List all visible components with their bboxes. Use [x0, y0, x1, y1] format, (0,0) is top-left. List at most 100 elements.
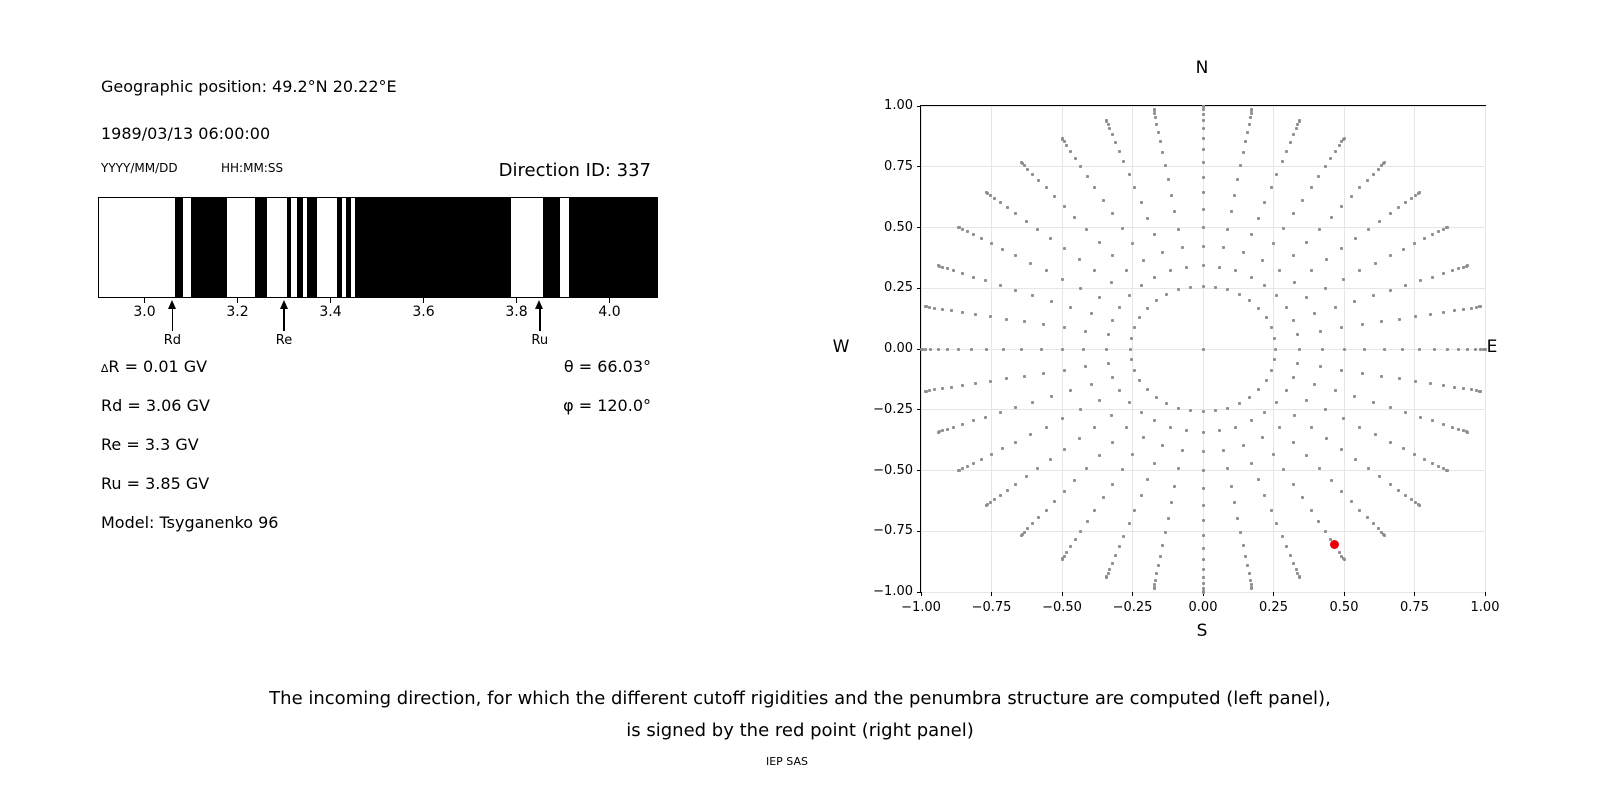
penumbra-band	[354, 198, 511, 297]
direction-dot	[1177, 227, 1180, 231]
direction-dot	[1173, 484, 1177, 488]
direction-dot	[1288, 554, 1292, 558]
direction-dot	[1170, 193, 1174, 197]
arrow-label: Ru	[531, 333, 549, 348]
direction-dot	[1110, 440, 1114, 444]
phi-row: φ = 120.0°	[563, 396, 651, 415]
compass-south-label: S	[1196, 621, 1208, 641]
direction-dot	[1413, 242, 1416, 246]
direction-dot	[1333, 149, 1337, 153]
direction-dot	[1201, 191, 1205, 195]
direction-dot	[1097, 240, 1101, 244]
direction-dot	[1354, 237, 1358, 241]
direction-dot	[1154, 578, 1158, 582]
direction-dot	[1042, 323, 1046, 327]
direction-dot	[1413, 452, 1416, 456]
gridline	[921, 166, 1485, 168]
direction-id-label: Direction ID: 337	[498, 160, 651, 181]
direction-dot	[1201, 430, 1205, 434]
direction-dot	[1201, 586, 1205, 590]
direction-dot	[1110, 281, 1114, 285]
direction-dot	[1133, 508, 1137, 512]
penumbra-band	[174, 198, 184, 297]
penumbra-band	[306, 198, 318, 297]
direction-dot	[1417, 191, 1421, 195]
delta-r-value: R = 0.01 GV	[108, 357, 208, 376]
direction-dot	[1022, 530, 1026, 534]
tick-label: 0.00	[884, 341, 913, 356]
direction-dot	[1101, 198, 1105, 202]
direction-dot	[1222, 448, 1226, 452]
direction-dot	[984, 279, 988, 283]
direction-dot	[1371, 400, 1375, 404]
direction-dot	[1309, 508, 1313, 512]
direction-dot	[1014, 288, 1018, 292]
direction-dot	[1285, 305, 1289, 309]
direction-dot	[1479, 347, 1483, 351]
direction-dot	[936, 430, 940, 434]
tick-mark	[515, 298, 518, 303]
direction-dot	[1201, 161, 1205, 165]
direction-dot	[1341, 417, 1345, 421]
arrow-up-icon	[279, 300, 288, 309]
direction-dot	[990, 452, 993, 456]
direction-dot	[952, 269, 956, 273]
direction-dot	[1077, 257, 1081, 261]
direction-dot	[1039, 347, 1043, 351]
direction-dot	[1117, 305, 1121, 309]
direction-dot	[1380, 374, 1383, 378]
direction-dot	[1317, 175, 1320, 179]
direction-dot	[1214, 409, 1218, 413]
direction-dot	[936, 264, 940, 268]
tick-label: −0.75	[873, 523, 913, 539]
direction-dot	[1079, 408, 1083, 412]
direction-dot	[1250, 108, 1254, 112]
direction-dot	[923, 389, 927, 393]
direction-dot	[1053, 195, 1056, 199]
time-format-label: HH:MM:SS	[221, 161, 284, 175]
direction-dot	[1442, 310, 1445, 314]
direction-dot	[1301, 198, 1305, 202]
direction-dot	[1201, 486, 1205, 490]
direction-dot	[1201, 503, 1205, 507]
direction-dot	[1065, 550, 1069, 554]
direction-dot	[1005, 205, 1009, 209]
direction-dot	[1001, 447, 1005, 451]
direction-dot	[985, 347, 989, 351]
direction-dot	[1201, 104, 1205, 108]
direction-dot	[1296, 361, 1300, 365]
direction-dot	[1325, 257, 1329, 261]
direction-dot	[1288, 140, 1292, 144]
direction-dot	[1442, 227, 1445, 231]
direction-dot	[1159, 554, 1163, 558]
direction-dot	[1225, 467, 1229, 471]
direction-dot	[1152, 108, 1156, 112]
tick-mark	[236, 298, 239, 303]
direction-dot	[1157, 130, 1161, 134]
direction-dot	[992, 196, 996, 200]
direction-dot	[1226, 288, 1230, 292]
direction-dot	[1201, 575, 1205, 579]
direction-dot	[1165, 401, 1168, 405]
direction-dot	[1340, 140, 1344, 144]
direction-dot	[1037, 516, 1041, 520]
direction-dot	[1014, 406, 1018, 410]
direction-dot	[1129, 358, 1133, 362]
penumbra-band	[569, 198, 657, 297]
direction-dot	[1354, 457, 1358, 461]
direction-dot	[1079, 529, 1083, 533]
tick-label: 1.00	[884, 98, 913, 113]
arrow-label: Re	[275, 333, 293, 348]
direction-dot	[1085, 175, 1089, 179]
direction-dot	[1110, 132, 1114, 136]
gridline	[921, 409, 1485, 411]
direction-dot	[1061, 417, 1065, 421]
direction-dot	[1275, 294, 1279, 298]
direction-dot	[1176, 288, 1180, 292]
direction-dot	[1378, 475, 1382, 479]
direction-dot	[1318, 329, 1322, 333]
direction-dot	[1132, 325, 1136, 329]
direction-dot	[972, 275, 975, 279]
direction-dot	[1236, 516, 1240, 520]
direction-dot	[1292, 212, 1296, 216]
